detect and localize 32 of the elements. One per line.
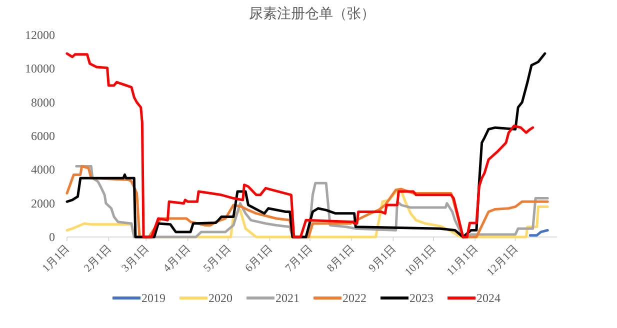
- y-tick-label: 0: [49, 230, 55, 244]
- legend-label: 2023: [410, 291, 434, 305]
- legend-item: 2021: [246, 291, 300, 305]
- legend-label: 2024: [476, 291, 500, 305]
- legend-item: 2023: [380, 291, 434, 305]
- legend-item: 2022: [314, 291, 366, 305]
- x-tick-label: 4月1日: [161, 242, 193, 274]
- title: 尿素注册仓单（张）: [249, 7, 375, 22]
- legend-item: 2019: [112, 291, 166, 305]
- x-tick-label: 3月1日: [120, 242, 152, 274]
- legend-label: 2020: [208, 291, 232, 305]
- x-tick-label: 8月1日: [324, 242, 357, 274]
- y-tick-label: 8000: [31, 95, 55, 110]
- x-tick-label: 9月1日: [366, 242, 398, 274]
- x-tick-label: 12月1日: [484, 242, 521, 278]
- y-tick-label: 4000: [31, 162, 55, 177]
- legend-item: 2024: [448, 291, 500, 305]
- y-tick-label: 12000: [25, 28, 55, 42]
- legend-item: 2020: [180, 291, 232, 305]
- y-tick-label: 6000: [31, 129, 55, 143]
- x-tick-label: 11月1日: [444, 242, 480, 278]
- x-tick-label: 6月1日: [243, 242, 275, 274]
- legend-label: 2021: [276, 291, 300, 305]
- legend-label: 2022: [342, 291, 366, 305]
- x-tick-label: 2月1日: [82, 242, 114, 274]
- x-tick-label: 10月1日: [402, 242, 439, 278]
- legend-label: 2019: [142, 291, 166, 305]
- x-tick-label: 7月1日: [283, 242, 316, 274]
- x-tick-label: 5月1日: [201, 242, 234, 274]
- x-tick-label: 1月1日: [40, 242, 72, 274]
- y-tick-label: 2000: [31, 196, 55, 210]
- y-tick-label: 10000: [25, 62, 55, 76]
